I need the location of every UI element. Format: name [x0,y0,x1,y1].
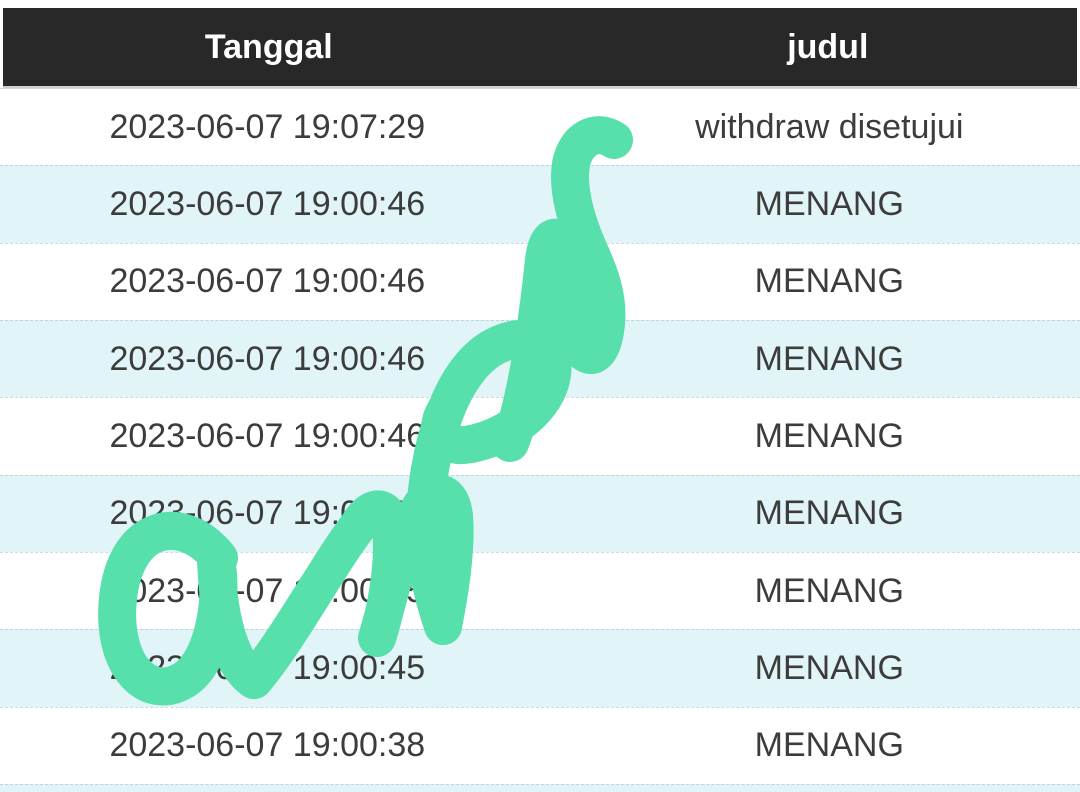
table-row: 2023-06-07 19:00:38 MENANG [0,706,1080,784]
cell-tanggal: 2023-06-07 19:00:46 [109,262,426,301]
table-row: 2023-06-07 19:00:46 MENANG [0,319,1080,398]
cell-judul: MENANG [754,726,904,765]
cell-tanggal: 2023-06-07 19:00:45 [109,648,426,687]
table-row: 2023-06-07 19:00:46 MENANG [0,242,1080,320]
table-row: 2023-06-07 19:00:45 MENANG [0,474,1080,552]
cell-judul: MENANG [754,494,904,533]
column-header-judul: judul [787,27,869,66]
cell-judul: MENANG [754,416,904,455]
cell-tanggal: 2023-06-07 19:00:45 [109,494,426,533]
cell-tanggal: 2023-06-07 19:00:46 [109,339,426,378]
table-body: 2023-06-07 19:07:29 withdraw disetujui 2… [0,88,1080,784]
cell-tanggal: 2023-06-07 19:00:45 [109,571,426,610]
table-row: 2023-06-07 19:07:29 withdraw disetujui [0,88,1080,166]
table-header: Tanggal judul [3,8,1077,88]
cell-judul: withdraw disetujui [695,107,964,146]
table-row: 2023-06-07 19:00:46 MENANG [0,397,1080,475]
cell-tanggal: 2023-06-07 19:00:38 [109,726,426,765]
table-row-partial [0,783,1080,792]
cell-tanggal: 2023-06-07 19:00:46 [109,184,426,223]
column-header-tanggal: Tanggal [204,27,333,66]
cell-judul: MENANG [754,262,904,301]
cell-tanggal: 2023-06-07 19:00:46 [109,416,426,455]
table-row: 2023-06-07 19:00:46 MENANG [0,165,1080,243]
cell-judul: MENANG [754,648,904,687]
cell-judul: MENANG [754,339,904,378]
cell-judul: MENANG [754,184,904,223]
table-row: 2023-06-07 19:00:45 MENANG [0,551,1080,630]
cell-tanggal: 2023-06-07 19:07:29 [109,107,426,146]
table-row: 2023-06-07 19:00:45 MENANG [0,629,1080,707]
cell-judul: MENANG [754,571,904,610]
